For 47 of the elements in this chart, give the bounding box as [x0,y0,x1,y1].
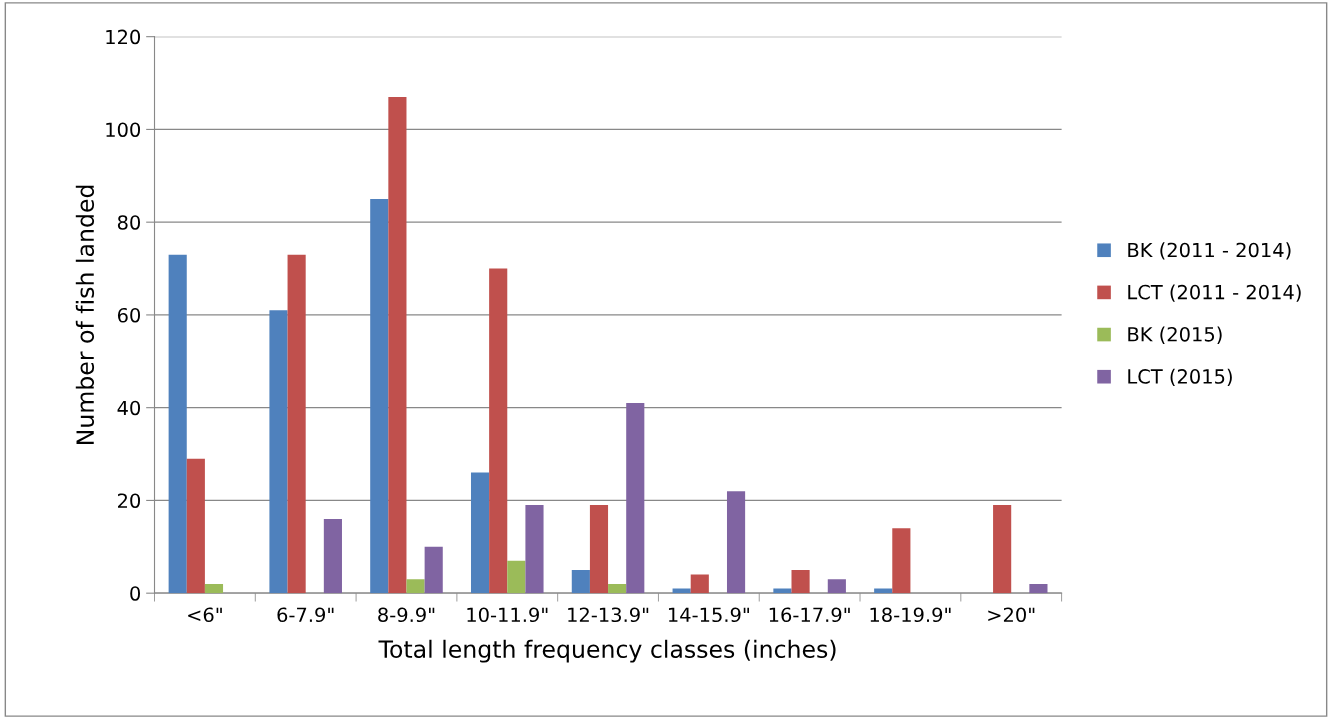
y-axis-title: Number of fish landed [75,185,95,444]
x-tick-label: 8-9.9" [378,607,435,623]
bar [388,96,407,594]
x-tick-label: 18-19.9" [870,607,951,623]
bar [406,579,425,594]
y-tick-label: 100 [106,122,141,138]
x-tick-label: <6" [188,607,222,623]
bar [690,574,709,594]
y-tick-label: 0 [130,586,141,601]
legend-label: LCT (2011 - 2014) [1128,284,1301,302]
y-tick-label: 120 [106,29,141,45]
bar [323,518,342,594]
bar [726,491,746,594]
bar [287,254,306,594]
bar [204,583,224,594]
x-tick-label: 6-7.9" [277,607,334,623]
x-tick-label: 10-11.9" [467,607,548,623]
bar [269,310,288,594]
bar [626,403,645,594]
bar [571,569,590,594]
bar [186,458,205,594]
bar [424,546,443,594]
bar [1029,583,1048,594]
y-tick-label: 40 [117,400,141,416]
x-tick-label: >20" [988,607,1035,623]
x-axis-title: Total length frequency classes (inches) [378,639,836,663]
legend-label: LCT (2015) [1128,368,1232,387]
legend-label: BK (2011 - 2014) [1128,242,1291,260]
bar [525,505,544,594]
bar [470,472,490,594]
y-tick-label: 80 [117,215,141,230]
bar [827,579,846,594]
x-tick-label: 12-13.9" [568,607,649,623]
x-tick-label: 16-17.9" [769,607,850,623]
bar [370,198,389,594]
legend-label: BK (2015) [1128,326,1222,344]
bar [507,560,526,594]
x-tick-label: 14-15.9" [668,607,749,623]
bar [892,528,911,594]
bar [791,569,810,594]
bar [489,268,508,594]
y-tick-label: 20 [118,493,141,509]
bar [993,505,1012,594]
bar [168,254,187,594]
bar [589,505,609,594]
bar [608,583,627,594]
y-tick-label: 60 [117,307,141,323]
